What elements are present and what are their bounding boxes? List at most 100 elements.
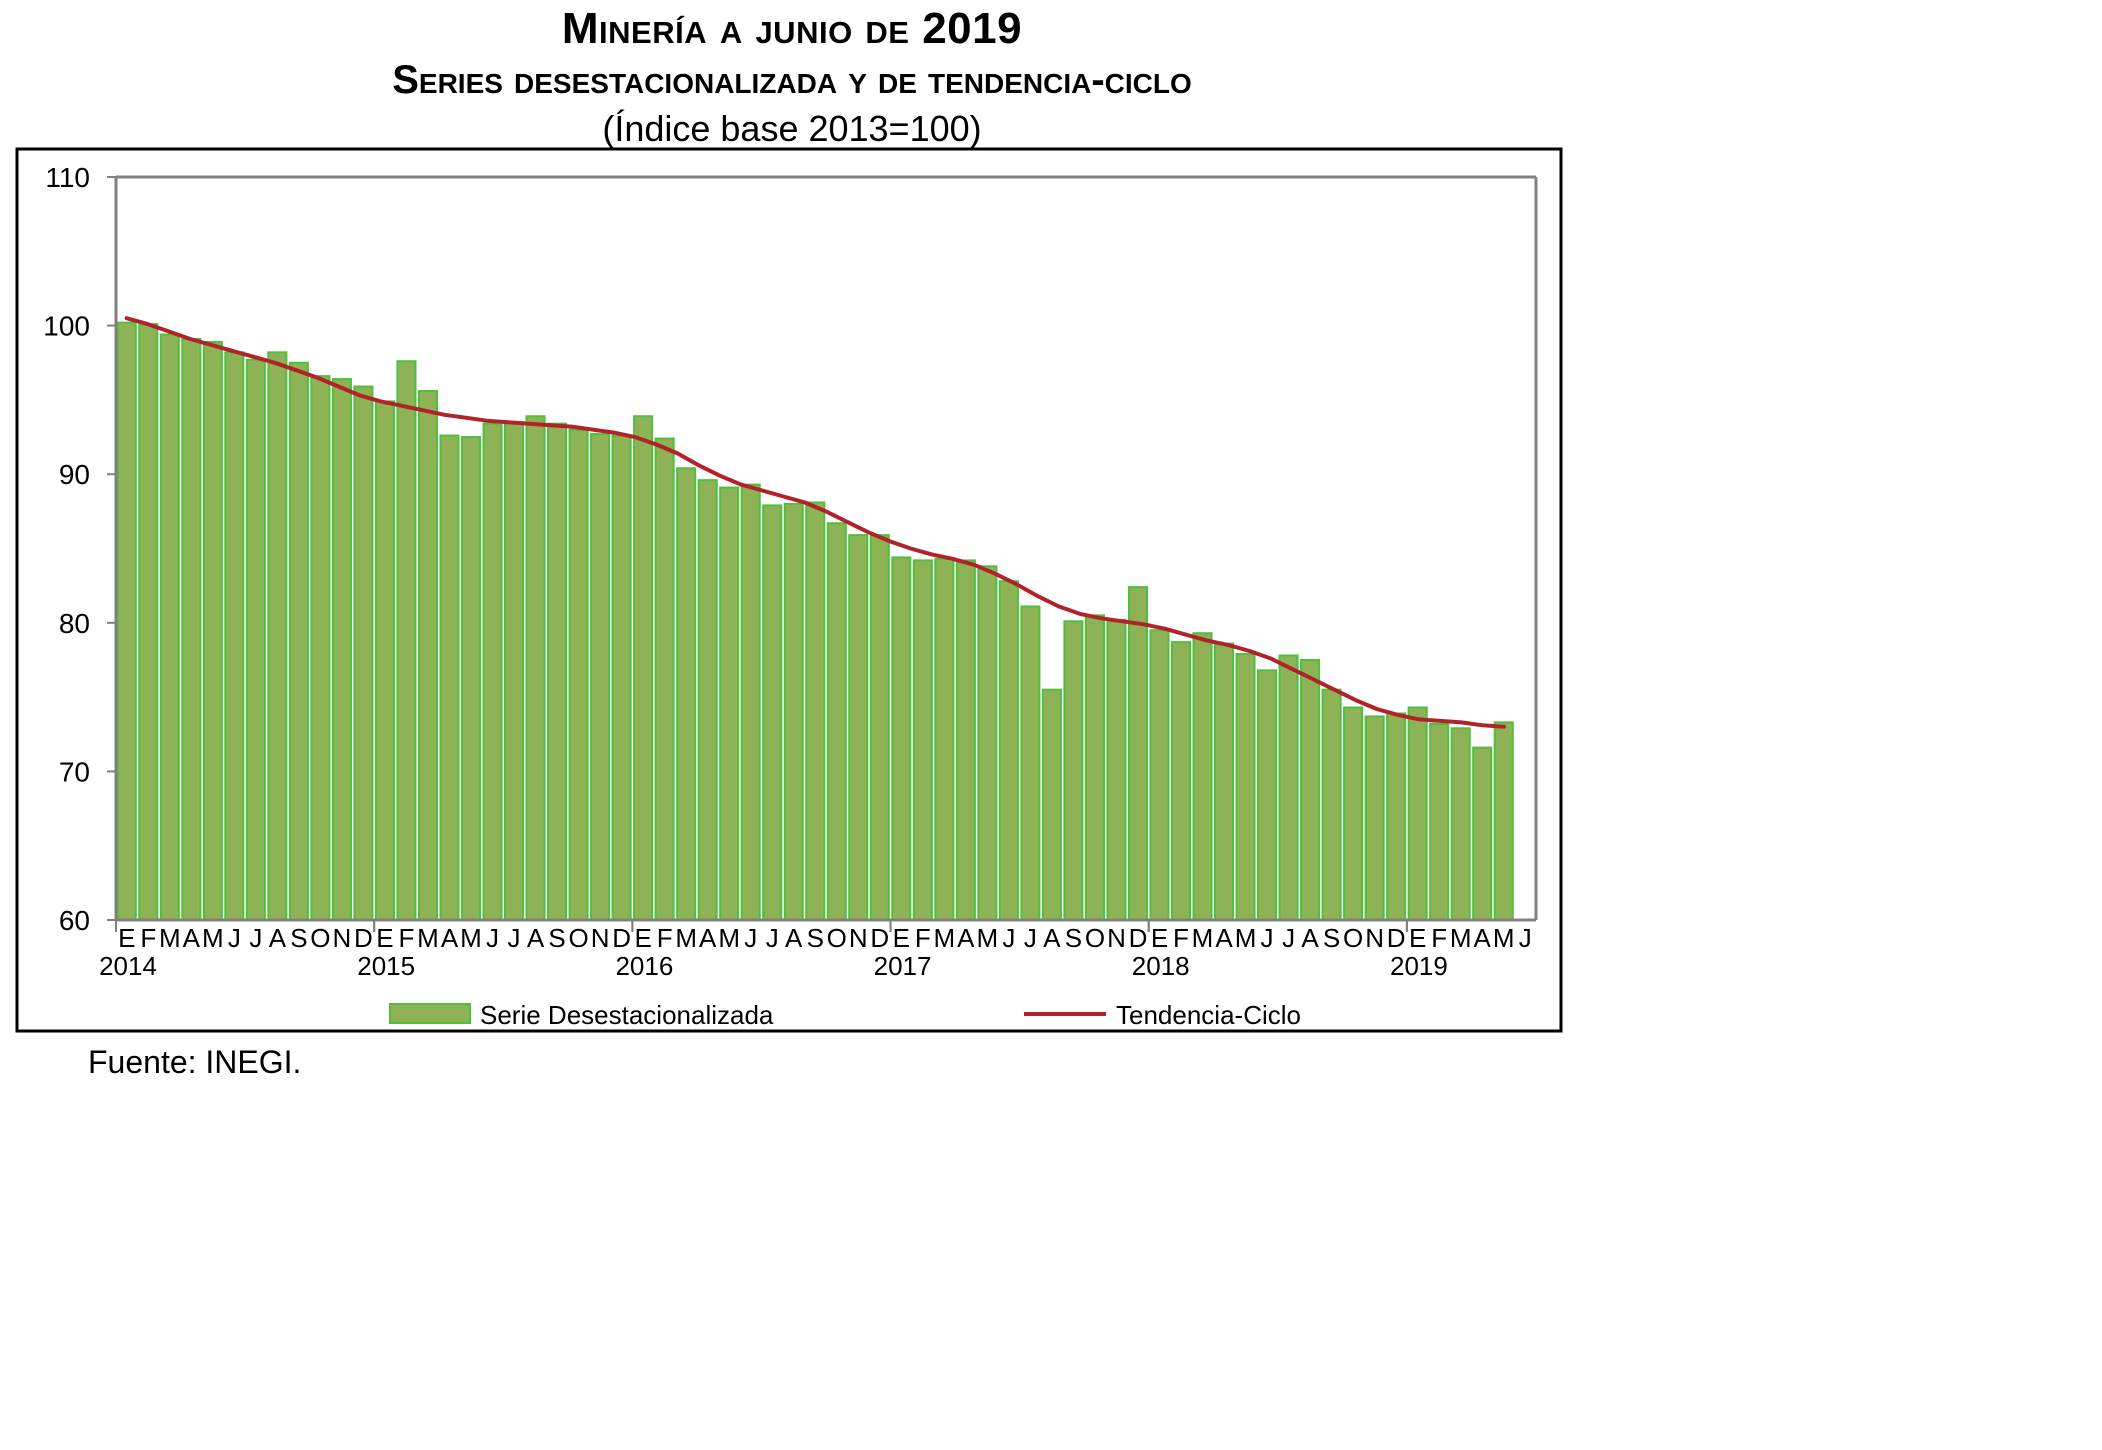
bar	[1493, 721, 1514, 921]
month-label: E	[118, 923, 135, 953]
bar	[891, 556, 912, 922]
month-label: F	[140, 923, 156, 953]
bar	[998, 580, 1019, 922]
chart-subtitle: Series desestacionalizada y de tendencia…	[392, 58, 1192, 102]
month-label: A	[785, 923, 803, 953]
bar	[460, 436, 482, 921]
month-label: M	[977, 923, 999, 953]
month-label: E	[376, 923, 393, 953]
bar	[934, 557, 955, 921]
bar	[1472, 746, 1493, 922]
year-label: 2017	[874, 951, 932, 981]
month-label: N	[1365, 923, 1384, 953]
year-label: 2019	[1390, 951, 1448, 981]
month-label: J	[249, 923, 262, 953]
month-label: J	[1519, 923, 1532, 953]
bar	[1041, 688, 1062, 921]
month-label: D	[1387, 923, 1406, 953]
bar	[353, 385, 374, 921]
source-note: Fuente: INEGI.	[88, 1044, 302, 1080]
month-label: A	[699, 923, 717, 953]
bar	[1257, 669, 1278, 921]
month-label: F	[657, 923, 673, 953]
month-label: D	[354, 923, 373, 953]
month-label: N	[591, 923, 610, 953]
month-label: F	[915, 923, 931, 953]
month-label: M	[718, 923, 740, 953]
month-label: M	[417, 923, 439, 953]
bar	[288, 361, 309, 921]
year-label: 2018	[1132, 951, 1190, 981]
month-label: J	[1282, 923, 1295, 953]
month-label: A	[957, 923, 975, 953]
bar	[697, 479, 718, 921]
month-label: O	[1343, 923, 1363, 953]
bar	[676, 467, 697, 921]
bar	[1450, 727, 1471, 922]
y-tick-label: 80	[59, 608, 90, 639]
bar	[482, 422, 503, 921]
bar	[1429, 722, 1450, 922]
year-label: 2014	[99, 951, 157, 981]
bar	[1192, 632, 1213, 922]
month-label: F	[1173, 923, 1189, 953]
month-label: M	[159, 923, 181, 953]
month-label: N	[333, 923, 352, 953]
month-label: F	[399, 923, 415, 953]
bar	[1386, 712, 1407, 921]
bar	[611, 434, 632, 921]
bar	[224, 351, 245, 921]
bar	[202, 340, 223, 922]
bar	[1084, 614, 1105, 921]
month-label: O	[310, 923, 330, 953]
month-label: A	[1215, 923, 1233, 953]
bar	[138, 323, 159, 921]
month-label: E	[1151, 923, 1168, 953]
year-label: 2015	[357, 951, 415, 981]
bar	[181, 337, 202, 921]
bar	[1106, 618, 1127, 921]
bar	[1213, 642, 1235, 921]
month-label: D	[1129, 923, 1148, 953]
bar	[331, 378, 352, 921]
bar	[1343, 706, 1364, 922]
month-label: N	[849, 923, 868, 953]
bar	[568, 428, 589, 921]
month-label: S	[290, 923, 307, 953]
month-label: J	[1002, 923, 1015, 953]
bar	[1407, 706, 1428, 922]
month-label: D	[612, 923, 631, 953]
month-label: J	[1261, 923, 1274, 953]
bar	[633, 415, 654, 921]
bar	[525, 415, 546, 921]
month-label: A	[1301, 923, 1319, 953]
y-tick-label: 100	[43, 311, 90, 342]
legend-bar-swatch	[389, 1003, 471, 1024]
bar	[547, 422, 568, 921]
bar	[1278, 654, 1299, 921]
bar	[719, 486, 740, 921]
month-label: J	[228, 923, 241, 953]
month-label: M	[1235, 923, 1257, 953]
month-label: A	[1474, 923, 1492, 953]
trend-cycle-line	[124, 316, 1506, 729]
y-tick-label: 110	[45, 162, 90, 193]
month-label: J	[486, 923, 499, 953]
bar	[1170, 641, 1192, 921]
bar	[1300, 658, 1321, 921]
month-label: M	[1493, 923, 1515, 953]
month-label: D	[870, 923, 889, 953]
month-label: E	[634, 923, 651, 953]
chart-frame	[15, 147, 1563, 1033]
legend-line-label: Tendencia-Ciclo	[1116, 1000, 1301, 1030]
chart-title: Minería a junio de 2019	[561, 4, 1023, 53]
bar	[1321, 688, 1342, 921]
y-tick-label: 90	[59, 459, 90, 490]
month-label: A	[183, 923, 201, 953]
bar	[783, 502, 804, 921]
month-label: M	[675, 923, 697, 953]
month-label: A	[1043, 923, 1061, 953]
month-label: E	[1409, 923, 1426, 953]
bar	[267, 351, 288, 921]
